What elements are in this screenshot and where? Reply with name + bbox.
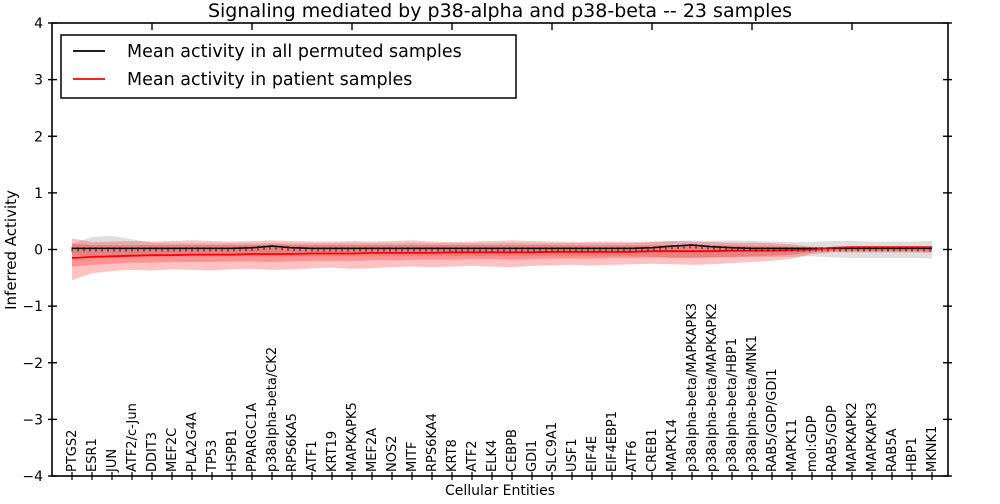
x-tick-label: HSPB1 [225,429,240,472]
x-tick-label: p38alpha-beta/HBP1 [725,338,740,472]
x-tick-label: ATF2/c-Jun [125,403,140,472]
x-tick-label: MKNK1 [925,426,940,472]
legend-label-patient: Mean activity in patient samples [127,70,412,90]
x-tick-label: ATF1 [305,440,320,472]
x-tick-label: MEF2C [165,428,180,472]
x-tick-label: CREB1 [645,428,660,472]
x-tick-label: p38alpha-beta/CK2 [265,347,280,472]
x-tick-label: RPS6KA4 [425,413,440,472]
x-tick-label: RAB5/GDP [825,405,840,472]
x-tick-label: TP53 [205,440,220,473]
x-tick-label: MAPKAPK3 [865,402,880,472]
permuted-samples-std-band [72,235,932,259]
x-tick-labels: PTGS2 ESR1 JUN ATF2/c-Jun DDIT3 MEF2C PLA2G4A T… [65,303,940,473]
x-tick-label: EIF4E [585,436,600,472]
x-tick-label: DDIT3 [145,432,160,472]
y-axis-label: Inferred Activity [2,190,20,310]
y-tick-label: 4 [34,16,43,32]
x-tick-label: PPARGC1A [245,403,260,472]
x-tick-label: EIF4EBP1 [605,411,620,472]
x-tick-label: p38alpha-beta/MNK1 [745,335,760,472]
x-tick-label: ELK4 [485,440,500,472]
patient-mean-line [71,246,932,259]
legend-label-permuted: Mean activity in all permuted samples [127,42,462,62]
legend: Mean activity in all permuted samples Me… [60,34,517,99]
x-tick-label: MAPK11 [785,419,800,472]
x-tick-label: JUN [105,449,120,473]
x-tick-label: ATF2 [465,440,480,472]
x-tick-label: p38alpha-beta/MAPKAPK3 [685,303,700,472]
x-tick-label: RPS6KA5 [285,413,300,472]
x-tick-label: MEF2A [365,428,380,472]
y-tick-label: −1 [22,299,43,315]
x-tick-label: SLC9A1 [545,422,560,472]
x-tick-label: USF1 [565,438,580,472]
x-tick-label: MITF [405,442,420,472]
x-axis-ticks [71,23,933,480]
x-tick-label: CEBPB [505,429,520,472]
x-tick-label: PTGS2 [65,430,80,472]
y-tick-label: −2 [22,356,43,372]
y-tick-label: −3 [22,412,43,428]
y-tick-label: 0 [34,243,43,259]
patient-samples-outer-band [72,238,932,281]
y-tick-label: 1 [34,186,43,202]
x-tick-label: p38alpha-beta/MAPKAPK2 [705,303,720,472]
x-tick-label: ATF6 [625,440,640,472]
y-tick-label: 2 [34,129,43,145]
x-tick-label: PLA2G4A [185,412,200,472]
x-tick-label: ESR1 [85,438,100,472]
chart-title: Signaling mediated by p38-alpha and p38-… [208,0,792,22]
x-tick-label: HBP1 [905,437,920,472]
x-tick-label: MAPK14 [665,419,680,472]
patient-samples-inner-band [72,243,932,267]
y-tick-label: 3 [34,73,43,89]
error-ticks [71,243,931,252]
y-axis-ticks: 4 3 2 1 0 −1 −2 −3 −4 [22,16,952,485]
x-tick-label: MAPKAPK2 [845,402,860,472]
x-axis-label: Cellular Entities [445,483,555,499]
x-tick-label: KRT8 [445,439,460,472]
series-lines [71,244,932,259]
x-tick-label: KRT19 [325,431,340,472]
x-tick-label: GDI1 [525,440,540,472]
permuted-mean-line [72,244,932,250]
x-tick-label: NOS2 [385,436,400,472]
x-tick-label: RAB5A [885,428,900,472]
y-tick-label: −4 [22,469,43,485]
x-tick-label: RAB5/GDP/GDI1 [765,369,780,472]
x-tick-label: MAPKAPK5 [345,402,360,472]
x-tick-label: mol:GDP [805,415,820,472]
legend-box [60,34,517,99]
band-fills [72,235,932,281]
